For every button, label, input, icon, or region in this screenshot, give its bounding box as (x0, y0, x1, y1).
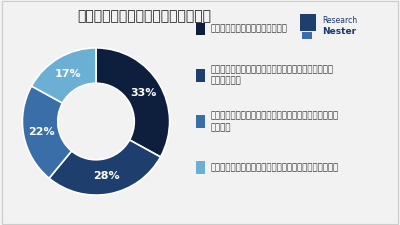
Text: 業界の主要企業によるコラボレーションとパートナー
シップの増加: 業界の主要企業によるコラボレーションとパートナー シップの増加 (211, 65, 334, 86)
Text: 33%: 33% (130, 88, 157, 98)
Text: さまざまなエンドユーザーからのポリカーボネートの需
要の増加: さまざまなエンドユーザーからのポリカーボネートの需 要の増加 (211, 111, 339, 132)
Text: 22%: 22% (28, 127, 55, 137)
Wedge shape (49, 140, 160, 195)
Text: 17%: 17% (54, 69, 81, 79)
Text: エレクトロニクスの需要の高まり: エレクトロニクスの需要の高まり (211, 25, 288, 34)
Wedge shape (22, 86, 72, 178)
Bar (302, 32, 312, 39)
Text: 28%: 28% (93, 171, 120, 181)
Text: 成長要因の貢献一炭酸ジメチル市場: 成長要因の貢献一炭酸ジメチル市場 (77, 9, 211, 23)
Wedge shape (96, 48, 170, 157)
Bar (300, 14, 316, 31)
Text: 酸素化燃料添加剤としての炭酸ジメチルの使用量の増加: 酸素化燃料添加剤としての炭酸ジメチルの使用量の増加 (211, 163, 339, 172)
Text: Nester: Nester (322, 27, 356, 36)
Wedge shape (32, 48, 96, 103)
Text: Research: Research (322, 16, 357, 25)
